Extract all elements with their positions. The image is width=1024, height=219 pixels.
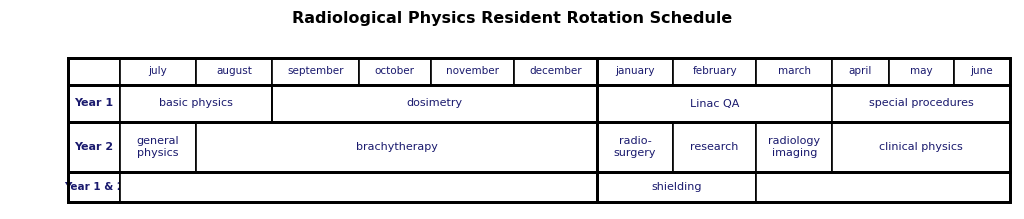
Bar xyxy=(833,58,889,85)
Bar xyxy=(757,122,833,172)
Text: Linac QA: Linac QA xyxy=(690,99,739,108)
Text: Radiological Physics Resident Rotation Schedule: Radiological Physics Resident Rotation S… xyxy=(292,11,732,25)
Text: radiology
imaging: radiology imaging xyxy=(768,136,820,158)
Bar xyxy=(271,85,597,122)
Text: march: march xyxy=(777,67,811,76)
Bar xyxy=(196,122,597,172)
Text: may: may xyxy=(909,67,933,76)
Bar xyxy=(68,122,120,172)
Text: january: january xyxy=(615,67,655,76)
Bar xyxy=(120,172,597,202)
Bar xyxy=(889,58,953,85)
Bar xyxy=(68,85,1010,122)
Bar xyxy=(196,85,271,122)
Bar xyxy=(68,172,1010,202)
Text: special procedures: special procedures xyxy=(868,99,974,108)
Text: dosimetry: dosimetry xyxy=(407,99,463,108)
Bar xyxy=(358,58,431,85)
Bar xyxy=(68,85,120,122)
Bar xyxy=(68,58,1010,85)
Bar xyxy=(120,58,196,85)
Bar xyxy=(597,172,757,202)
Bar xyxy=(597,122,673,172)
Text: september: september xyxy=(287,67,343,76)
Bar xyxy=(68,58,1010,202)
Text: shielding: shielding xyxy=(651,182,702,192)
Bar xyxy=(757,58,833,85)
Bar xyxy=(673,58,757,85)
Text: april: april xyxy=(849,67,872,76)
Text: Year 1: Year 1 xyxy=(75,99,114,108)
Bar xyxy=(514,58,597,85)
Bar xyxy=(431,58,514,85)
Bar xyxy=(597,85,833,122)
Text: october: october xyxy=(375,67,415,76)
Text: november: november xyxy=(446,67,499,76)
Text: clinical physics: clinical physics xyxy=(880,142,963,152)
Text: december: december xyxy=(529,67,582,76)
Text: Year 1 & 2: Year 1 & 2 xyxy=(63,182,124,192)
Bar xyxy=(120,85,271,122)
Text: february: february xyxy=(692,67,737,76)
Bar xyxy=(673,122,757,172)
Bar xyxy=(757,172,1010,202)
Bar xyxy=(833,122,1010,172)
Text: general
physics: general physics xyxy=(136,136,179,158)
Text: brachytherapy: brachytherapy xyxy=(355,142,437,152)
Bar xyxy=(833,85,1010,122)
Text: basic physics: basic physics xyxy=(159,99,232,108)
Bar xyxy=(196,58,271,85)
Text: august: august xyxy=(216,67,252,76)
Text: Year 2: Year 2 xyxy=(75,142,114,152)
Bar xyxy=(953,58,1010,85)
Bar xyxy=(271,58,358,85)
Text: research: research xyxy=(690,142,739,152)
Bar xyxy=(597,58,673,85)
Bar xyxy=(68,122,1010,172)
Text: june: june xyxy=(971,67,993,76)
Bar xyxy=(68,172,120,202)
Text: july: july xyxy=(148,67,167,76)
Bar xyxy=(68,58,120,85)
Bar xyxy=(120,122,196,172)
Text: radio-
surgery: radio- surgery xyxy=(614,136,656,158)
